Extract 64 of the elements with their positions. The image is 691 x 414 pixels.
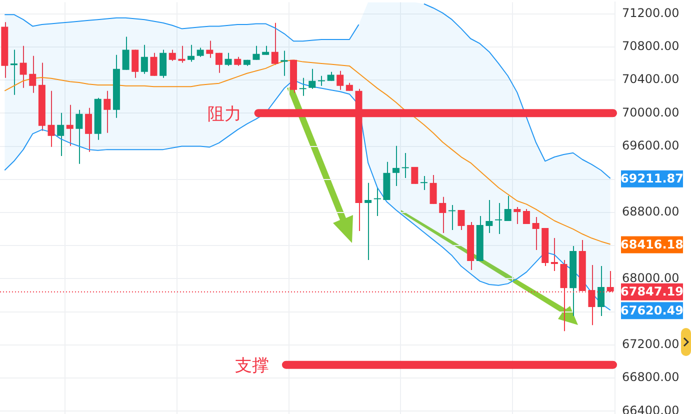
candlestick	[486, 199, 493, 234]
candlestick	[280, 50, 288, 76]
candlestick	[196, 47, 204, 58]
candlestick	[48, 90, 55, 148]
candlestick	[392, 145, 400, 186]
candlestick	[262, 45, 270, 56]
candlestick	[57, 112, 64, 156]
candlestick	[598, 266, 605, 317]
text: 69211.87	[620, 172, 684, 186]
candlestick	[234, 56, 242, 66]
candlestick	[550, 237, 558, 272]
candlestick	[522, 208, 530, 224]
candlestick	[411, 166, 418, 184]
candlestick	[188, 44, 195, 62]
candlestick	[10, 49, 18, 96]
candlestick	[76, 109, 83, 164]
candlestick	[132, 49, 139, 78]
candlestick	[374, 187, 381, 216]
candlestick	[327, 71, 334, 82]
candlestick	[448, 204, 456, 230]
candlestick	[402, 152, 409, 178]
candlestick	[532, 216, 540, 250]
y-tick-label: 68800.00	[622, 204, 680, 219]
ref-line-label: 阻力	[207, 104, 242, 125]
text: 67620.49	[620, 303, 684, 318]
candlestick	[458, 210, 465, 230]
candlestick	[271, 22, 278, 66]
y-tick-label: 70000.00	[622, 105, 680, 120]
candlestick	[140, 44, 148, 74]
candlestick	[308, 68, 316, 90]
y-tick-label: 69600.00	[622, 138, 680, 152]
ref-line-label: 67847.19	[620, 284, 684, 298]
y-tick-label: 67200.00	[622, 337, 680, 352]
candlestick	[224, 52, 232, 66]
candlestick	[150, 52, 158, 76]
candlestick	[364, 182, 372, 261]
candlestick	[206, 40, 214, 58]
candlestick	[439, 196, 446, 234]
y-tick-label: 66800.00	[622, 370, 680, 384]
candlestick	[336, 70, 344, 90]
text: 68416.18	[620, 237, 684, 252]
candlestick	[215, 52, 222, 74]
y-tick-label: 70400.00	[622, 72, 680, 86]
candlestick	[318, 75, 325, 86]
candlestick	[29, 55, 36, 94]
candlestick	[514, 206, 521, 224]
candlestick	[299, 77, 306, 96]
candlestick	[66, 104, 74, 146]
ref-line-label: 支撑	[234, 356, 269, 376]
candlestick	[420, 175, 428, 190]
candlestick	[178, 45, 186, 64]
y-tick-label: 70800.00	[622, 39, 680, 54]
candlestick	[104, 90, 111, 134]
candlestick	[20, 45, 27, 88]
candlestick	[252, 45, 260, 60]
candlestick	[504, 195, 512, 222]
candlestick	[168, 49, 176, 62]
y-tick-label: 71200.00	[622, 6, 680, 20]
candlestick	[430, 174, 437, 204]
candlestick	[160, 49, 167, 78]
candlestick	[85, 107, 92, 152]
candlestick	[495, 202, 502, 235]
y-tick-label: 68000.00	[622, 270, 680, 285]
candlestick	[122, 36, 130, 70]
